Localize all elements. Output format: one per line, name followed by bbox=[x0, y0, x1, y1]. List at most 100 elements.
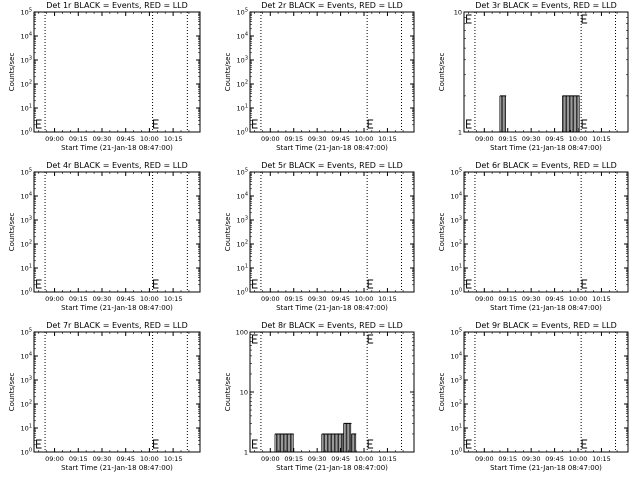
y-tick-label: 104 bbox=[451, 352, 462, 361]
x-tick-label: 09:15 bbox=[498, 295, 517, 303]
detector-panel: Det 1r BLACK = Events, RED = LLD 100 101 10… bbox=[8, 1, 201, 152]
y-tick-label: 101 bbox=[237, 104, 248, 113]
y-tick-label: 103 bbox=[237, 216, 248, 225]
time-marker bbox=[153, 119, 159, 129]
y-tick-label: 103 bbox=[451, 216, 462, 225]
x-tick-label: 09:00 bbox=[45, 135, 64, 143]
x-tick-label: 09:15 bbox=[498, 135, 517, 143]
x-tick-label: 10:00 bbox=[140, 135, 159, 143]
x-tick-label: 10:15 bbox=[164, 455, 183, 463]
x-tick-label: 09:00 bbox=[475, 455, 494, 463]
x-tick-label: 10:15 bbox=[592, 455, 611, 463]
panel-title: Det 6r BLACK = Events, RED = LLD bbox=[475, 161, 617, 170]
y-tick-label: 105 bbox=[451, 168, 462, 177]
time-marker bbox=[252, 119, 258, 129]
x-tick-label: 10:15 bbox=[592, 135, 611, 143]
x-tick-label: 09:15 bbox=[69, 295, 88, 303]
time-marker bbox=[367, 439, 374, 449]
y-tick-label: 104 bbox=[21, 352, 32, 361]
y-axis-label: Counts/sec bbox=[8, 213, 16, 252]
detector-panel: Det 3r BLACK = Events, RED = LLD 1 10 09:00… bbox=[438, 1, 629, 152]
x-tick-label: 10:00 bbox=[569, 455, 588, 463]
y-tick-label: 102 bbox=[451, 400, 462, 409]
x-tick-label: 10:00 bbox=[569, 135, 588, 143]
plot-frame bbox=[463, 11, 629, 133]
x-axis-label: Start Time (21-Jan-18 08:47:00) bbox=[276, 144, 388, 152]
time-marker bbox=[36, 279, 42, 289]
y-tick-label: 100 bbox=[21, 288, 32, 297]
panel-title: Det 8r BLACK = Events, RED = LLD bbox=[261, 321, 403, 330]
x-tick-label: 09:45 bbox=[545, 455, 564, 463]
y-tick-label: 103 bbox=[451, 376, 462, 385]
y-tick-label: 10 bbox=[454, 9, 462, 17]
y-tick-label: 101 bbox=[237, 264, 248, 273]
panel-title: Det 3r BLACK = Events, RED = LLD bbox=[475, 1, 617, 10]
time-marker bbox=[581, 279, 588, 289]
plot-frame bbox=[33, 11, 201, 133]
y-axis-label: Counts/sec bbox=[8, 53, 16, 92]
y-tick-label: 104 bbox=[237, 32, 248, 41]
y-tick-label: 102 bbox=[21, 240, 32, 249]
plot-frame bbox=[463, 171, 629, 293]
x-tick-label: 10:00 bbox=[355, 135, 374, 143]
x-axis-label: Start Time (21-Jan-18 08:47:00) bbox=[61, 464, 173, 472]
detector-panel: Det 6r BLACK = Events, RED = LLD 100 101 10… bbox=[438, 161, 629, 312]
plot-frame bbox=[33, 331, 201, 453]
x-tick-label: 10:15 bbox=[378, 295, 397, 303]
y-tick-label: 100 bbox=[237, 128, 248, 137]
plot-frame bbox=[249, 11, 415, 133]
y-tick-label: 105 bbox=[21, 8, 32, 17]
y-axis-label: Counts/sec bbox=[438, 213, 446, 252]
time-marker bbox=[581, 439, 588, 449]
y-axis-label: Counts/sec bbox=[438, 373, 446, 412]
x-tick-label: 09:45 bbox=[545, 135, 564, 143]
x-tick-label: 10:00 bbox=[140, 295, 159, 303]
y-tick-label: 104 bbox=[451, 192, 462, 201]
panel-title: Det 4r BLACK = Events, RED = LLD bbox=[46, 161, 188, 170]
panel-title: Det 9r BLACK = Events, RED = LLD bbox=[475, 321, 617, 330]
x-tick-label: 09:00 bbox=[45, 295, 64, 303]
x-axis-label: Start Time (21-Jan-18 08:47:00) bbox=[61, 144, 173, 152]
y-tick-label: 102 bbox=[21, 80, 32, 89]
time-marker bbox=[252, 279, 258, 289]
x-tick-label: 10:15 bbox=[592, 295, 611, 303]
detector-panel: Det 5r BLACK = Events, RED = LLD 100 101 10… bbox=[224, 161, 415, 312]
time-marker bbox=[367, 279, 374, 289]
x-tick-label: 09:30 bbox=[93, 455, 112, 463]
x-tick-label: 09:00 bbox=[261, 135, 280, 143]
y-tick-label: 101 bbox=[451, 424, 462, 433]
y-tick-label: 100 bbox=[451, 288, 462, 297]
x-tick-label: 09:45 bbox=[116, 455, 135, 463]
x-tick-label: 09:45 bbox=[331, 295, 350, 303]
detector-panel: Det 8r BLACK = Events, RED = LLD 1 10 100 09… bbox=[224, 321, 415, 472]
x-tick-label: 09:00 bbox=[475, 295, 494, 303]
x-tick-label: 09:30 bbox=[522, 135, 541, 143]
time-marker bbox=[153, 279, 159, 289]
x-tick-label: 09:30 bbox=[93, 295, 112, 303]
plot-frame bbox=[33, 171, 201, 293]
time-marker bbox=[367, 119, 374, 129]
x-tick-label: 09:15 bbox=[284, 455, 303, 463]
y-tick-label: 103 bbox=[21, 216, 32, 225]
time-marker bbox=[36, 439, 42, 449]
y-tick-label: 105 bbox=[237, 8, 248, 17]
y-tick-label: 102 bbox=[451, 240, 462, 249]
y-tick-label: 103 bbox=[21, 56, 32, 65]
y-tick-label: 100 bbox=[237, 288, 248, 297]
y-axis-label: Counts/sec bbox=[224, 373, 232, 412]
x-tick-label: 10:00 bbox=[355, 455, 374, 463]
x-axis-label: Start Time (21-Jan-18 08:47:00) bbox=[490, 464, 602, 472]
x-tick-label: 10:15 bbox=[164, 135, 183, 143]
y-tick-label: 101 bbox=[451, 264, 462, 273]
x-tick-label: 09:00 bbox=[475, 135, 494, 143]
y-tick-label: 103 bbox=[21, 376, 32, 385]
time-marker bbox=[581, 119, 588, 129]
x-tick-label: 09:30 bbox=[308, 295, 327, 303]
y-tick-label: 105 bbox=[237, 168, 248, 177]
y-axis-label: Counts/sec bbox=[8, 373, 16, 412]
y-tick-label: 102 bbox=[237, 80, 248, 89]
y-tick-label: 1 bbox=[458, 129, 462, 137]
y-tick-label: 101 bbox=[21, 264, 32, 273]
x-tick-label: 09:15 bbox=[69, 455, 88, 463]
y-axis-label: Counts/sec bbox=[224, 53, 232, 92]
